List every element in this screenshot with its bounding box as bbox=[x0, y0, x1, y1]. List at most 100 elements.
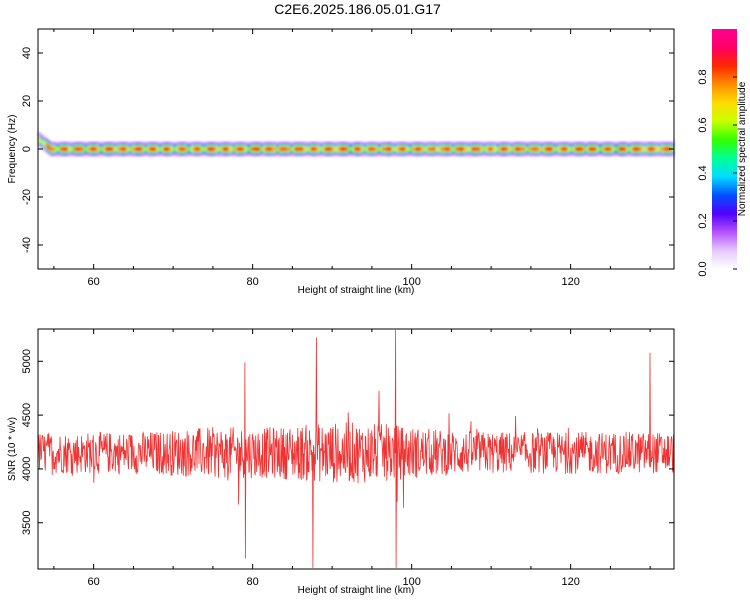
spectrogram-cell bbox=[61, 149, 65, 152]
spectrogram-cell bbox=[618, 142, 621, 145]
spectrogram-cell bbox=[383, 144, 387, 147]
spectrogram-cell bbox=[594, 146, 598, 149]
spectrogram-cell bbox=[145, 149, 148, 152]
spectrogram-cell bbox=[584, 151, 588, 154]
spectrogram-cell bbox=[320, 153, 323, 156]
spectrogram-cell bbox=[610, 153, 613, 156]
spectrogram-cell bbox=[195, 149, 198, 152]
spectrogram-cell bbox=[206, 151, 210, 154]
spectrogram-cell bbox=[381, 144, 385, 147]
spectrogram-cell bbox=[45, 141, 49, 144]
spectrogram-cell bbox=[75, 151, 79, 154]
spectrogram-cell bbox=[320, 142, 323, 145]
spectrogram-cell bbox=[75, 149, 79, 152]
spectrogram-cell bbox=[497, 153, 500, 156]
spectrogram-cell bbox=[511, 142, 514, 145]
spectrogram-cell bbox=[572, 146, 576, 149]
spectrogram-cell bbox=[318, 153, 321, 156]
spectrogram-cell bbox=[457, 144, 460, 147]
spectrogram-cell bbox=[407, 142, 411, 145]
spectrogram-cell bbox=[473, 144, 476, 147]
spectrogram-cell bbox=[646, 149, 649, 152]
spectrogram-cell bbox=[572, 142, 576, 145]
spectrogram-cell bbox=[505, 149, 508, 152]
spectrogram-cell bbox=[393, 151, 397, 154]
spectrogram-cell bbox=[75, 146, 79, 149]
spectrogram-cell bbox=[620, 144, 623, 147]
spectrogram-cell bbox=[220, 151, 224, 154]
spectrogram-cell bbox=[204, 151, 208, 154]
spectrogram-cell bbox=[598, 153, 602, 156]
spectrogram-cell bbox=[183, 151, 186, 154]
spectrogram-cell bbox=[642, 146, 645, 149]
spectrogram-cell bbox=[652, 144, 655, 147]
spectrogram-cell bbox=[280, 144, 284, 147]
spectrogram-cell bbox=[193, 144, 196, 147]
spectrogram-cell bbox=[556, 151, 560, 154]
spectrogram-cell bbox=[403, 149, 407, 152]
spectrogram-cell bbox=[119, 149, 123, 152]
spectrogram-cell bbox=[592, 151, 596, 154]
spectrogram-cell bbox=[501, 153, 504, 156]
spectrogram-cell bbox=[620, 153, 623, 156]
spectrogram-cell bbox=[483, 142, 486, 145]
spectrogram-cell bbox=[453, 149, 456, 152]
spectrogram-cell bbox=[554, 144, 558, 147]
spectrogram-cell bbox=[431, 144, 435, 147]
spectrogram-cell bbox=[244, 151, 248, 154]
spectrogram-cell bbox=[298, 142, 301, 145]
spectrogram-cell bbox=[361, 151, 365, 154]
spectrogram-cell bbox=[167, 146, 170, 149]
spectrogram-cell bbox=[197, 153, 200, 156]
spectrogram-cell bbox=[206, 146, 210, 149]
spectrogram-cell bbox=[198, 146, 202, 149]
spectrogram-cell bbox=[654, 144, 657, 147]
spectrogram-cell bbox=[193, 149, 196, 152]
spectrogram-cell bbox=[600, 144, 604, 147]
spectrogram-cell bbox=[562, 144, 566, 147]
spectrogram-cell bbox=[167, 144, 170, 147]
spectrogram-cell bbox=[540, 146, 544, 149]
spectrogram-cell bbox=[610, 146, 613, 149]
spectrogram-cell bbox=[479, 153, 482, 156]
spectrogram-cell bbox=[411, 149, 415, 152]
spectrogram-cell bbox=[65, 151, 69, 154]
spectrogram-cell bbox=[246, 146, 250, 149]
spectrogram-cell bbox=[306, 144, 309, 147]
spectrogram-cell bbox=[552, 153, 556, 156]
spectrogram-cell bbox=[483, 149, 486, 152]
spectrogram-cell bbox=[664, 144, 667, 147]
spectrogram-cell bbox=[538, 149, 542, 152]
spectrogram-cell bbox=[487, 144, 490, 147]
spectrogram-cell bbox=[240, 151, 244, 154]
spectrogram-cell bbox=[175, 146, 178, 149]
spectrogram-cell bbox=[511, 146, 514, 149]
spectrogram-cell bbox=[397, 153, 401, 156]
spectrogram-cell bbox=[191, 142, 194, 145]
spectrogram-cell bbox=[636, 149, 639, 152]
spectrogram-cell bbox=[596, 149, 600, 152]
spectrogram-cell bbox=[526, 144, 530, 147]
spectrogram-cell bbox=[461, 142, 464, 145]
spectrogram-cell bbox=[415, 142, 419, 145]
spectrogram-cell bbox=[294, 149, 297, 152]
spectrogram-cell bbox=[534, 149, 538, 152]
spectrogram-cell bbox=[518, 153, 522, 156]
spectrogram-cell bbox=[630, 151, 633, 154]
spectrogram-cell bbox=[356, 153, 359, 156]
spectrogram-cell bbox=[304, 144, 307, 147]
spectrogram-cell bbox=[405, 142, 409, 145]
spectrogram-cell bbox=[610, 149, 613, 152]
spectrogram-cell bbox=[451, 153, 454, 156]
spectrogram-cell bbox=[71, 153, 75, 156]
spectrogram-cell bbox=[459, 153, 462, 156]
spectrogram-cell bbox=[435, 149, 439, 152]
spectrogram-cell bbox=[338, 146, 341, 149]
spectrogram-cell bbox=[316, 149, 319, 152]
spectrogram-cell bbox=[644, 142, 647, 145]
spectrogram-cell bbox=[320, 149, 323, 152]
spectrogram-cell bbox=[423, 153, 427, 156]
spectrogram-cell bbox=[586, 153, 590, 156]
spectrogram-cell bbox=[149, 146, 152, 149]
spectrogram-cell bbox=[268, 151, 272, 154]
